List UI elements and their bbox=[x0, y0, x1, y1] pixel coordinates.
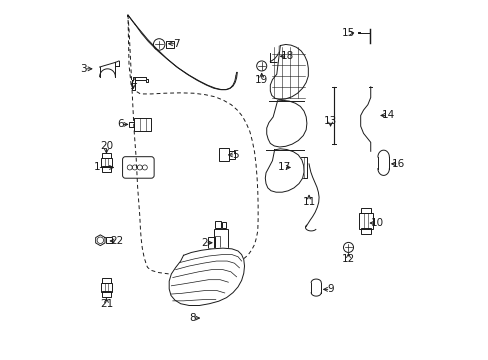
Text: 4: 4 bbox=[130, 78, 136, 88]
Bar bbox=[296, 157, 306, 178]
Bar bbox=[360, 208, 370, 213]
Text: 11: 11 bbox=[302, 197, 315, 207]
Text: 1: 1 bbox=[94, 162, 101, 172]
Text: 2: 2 bbox=[202, 238, 208, 248]
Bar bbox=[105, 237, 112, 243]
Polygon shape bbox=[266, 100, 306, 147]
Text: 17: 17 bbox=[277, 162, 290, 172]
Text: 13: 13 bbox=[323, 116, 337, 126]
Bar bbox=[215, 236, 220, 249]
Bar bbox=[222, 222, 226, 228]
Text: 14: 14 bbox=[381, 111, 394, 121]
Bar bbox=[214, 221, 221, 228]
Text: 21: 21 bbox=[100, 299, 113, 309]
Text: 22: 22 bbox=[110, 236, 123, 246]
Polygon shape bbox=[265, 149, 304, 192]
Text: 5: 5 bbox=[232, 150, 238, 160]
Polygon shape bbox=[270, 44, 308, 100]
Bar bbox=[102, 278, 110, 283]
Text: 16: 16 bbox=[391, 159, 405, 169]
Text: 18: 18 bbox=[280, 51, 294, 61]
Bar bbox=[102, 166, 110, 172]
Bar bbox=[101, 283, 112, 292]
Bar bbox=[207, 237, 214, 248]
Text: 19: 19 bbox=[255, 75, 268, 85]
Bar bbox=[214, 229, 227, 256]
Bar bbox=[134, 118, 151, 131]
Bar bbox=[360, 228, 370, 234]
Bar bbox=[129, 122, 134, 127]
Polygon shape bbox=[169, 248, 244, 306]
Bar bbox=[102, 153, 110, 158]
Text: 7: 7 bbox=[173, 39, 179, 49]
Bar bbox=[229, 150, 235, 159]
Text: 15: 15 bbox=[341, 28, 354, 38]
Bar bbox=[102, 291, 110, 297]
Text: 20: 20 bbox=[100, 141, 113, 151]
Bar bbox=[359, 213, 372, 229]
Text: 3: 3 bbox=[81, 64, 87, 74]
Polygon shape bbox=[131, 77, 148, 90]
Bar bbox=[187, 274, 206, 303]
Bar bbox=[219, 148, 229, 161]
Bar bbox=[166, 41, 174, 48]
Bar bbox=[101, 158, 112, 167]
Text: 12: 12 bbox=[341, 254, 354, 264]
Text: 9: 9 bbox=[326, 284, 333, 294]
Text: 8: 8 bbox=[189, 313, 195, 323]
Text: 10: 10 bbox=[370, 218, 383, 228]
Bar bbox=[188, 275, 196, 302]
Text: 6: 6 bbox=[117, 120, 124, 129]
